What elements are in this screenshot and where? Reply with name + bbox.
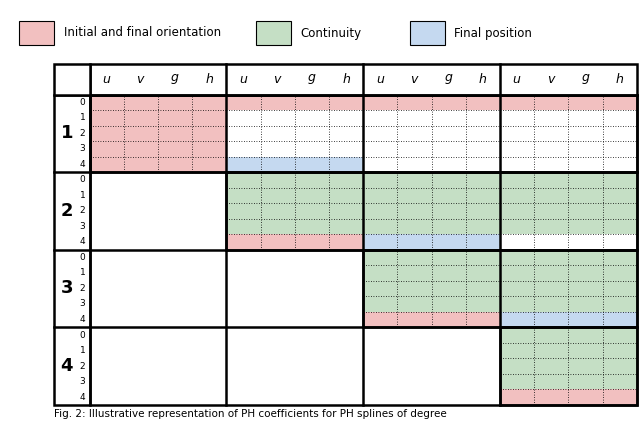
Bar <box>364 250 637 327</box>
Bar <box>90 95 637 405</box>
Text: Fig. 2: Illustrative representation of PH coefficients for PH splines of degree: Fig. 2: Illustrative representation of P… <box>54 409 447 419</box>
Text: $\mathit{h}$: $\mathit{h}$ <box>615 72 624 86</box>
Bar <box>500 327 637 389</box>
Bar <box>227 234 364 250</box>
Text: Final position: Final position <box>454 26 532 40</box>
Bar <box>364 250 500 312</box>
Bar <box>227 95 364 110</box>
Text: 0: 0 <box>79 253 85 262</box>
Text: 4: 4 <box>80 238 85 246</box>
Text: 3: 3 <box>79 377 85 386</box>
Text: $\mathit{v}$: $\mathit{v}$ <box>273 73 282 86</box>
Bar <box>54 64 90 405</box>
Bar <box>227 157 364 172</box>
Text: $\mathit{v}$: $\mathit{v}$ <box>410 73 419 86</box>
Text: 0: 0 <box>79 98 85 107</box>
Text: 2: 2 <box>80 362 85 370</box>
Bar <box>500 312 637 327</box>
Bar <box>364 234 500 250</box>
Text: $\mathit{u}$: $\mathit{u}$ <box>376 73 385 86</box>
Bar <box>90 95 227 110</box>
Bar <box>500 172 637 234</box>
Bar <box>90 110 227 172</box>
Bar <box>256 21 291 45</box>
Text: $\mathit{u}$: $\mathit{u}$ <box>102 73 111 86</box>
Text: 0: 0 <box>79 176 85 184</box>
Text: $\mathit{h}$: $\mathit{h}$ <box>205 72 214 86</box>
Bar <box>227 172 364 234</box>
Text: 4: 4 <box>80 315 85 324</box>
Bar <box>364 95 500 110</box>
Text: 4: 4 <box>80 392 85 402</box>
Text: 1: 1 <box>79 114 85 122</box>
Bar <box>500 250 637 312</box>
Text: $\mathit{g}$: $\mathit{g}$ <box>307 72 317 86</box>
Text: 1: 1 <box>79 268 85 278</box>
Text: 2: 2 <box>60 202 73 220</box>
Bar <box>364 172 500 234</box>
Text: Initial and final orientation: Initial and final orientation <box>64 26 221 40</box>
Bar <box>500 95 637 110</box>
Bar <box>19 21 54 45</box>
Text: 0: 0 <box>79 330 85 340</box>
Bar <box>54 64 90 95</box>
Bar <box>54 95 90 405</box>
Text: $\mathit{h}$: $\mathit{h}$ <box>478 72 488 86</box>
Text: $\mathit{g}$: $\mathit{g}$ <box>170 72 180 86</box>
Bar <box>500 327 637 405</box>
Text: 2: 2 <box>80 206 85 216</box>
Bar <box>410 21 445 45</box>
Text: 1: 1 <box>79 346 85 355</box>
Text: 1: 1 <box>60 125 73 143</box>
Text: 4: 4 <box>80 160 85 169</box>
Text: Continuity: Continuity <box>301 26 362 40</box>
Text: $\mathit{v}$: $\mathit{v}$ <box>547 73 556 86</box>
Text: 3: 3 <box>79 144 85 154</box>
Text: $\mathit{u}$: $\mathit{u}$ <box>239 73 248 86</box>
Text: 3: 3 <box>60 279 73 297</box>
Text: $\mathit{u}$: $\mathit{u}$ <box>513 73 522 86</box>
Bar <box>90 95 637 172</box>
Text: $\mathit{v}$: $\mathit{v}$ <box>136 73 146 86</box>
Text: 3: 3 <box>79 222 85 231</box>
Bar <box>500 389 637 405</box>
Bar <box>90 64 637 95</box>
Text: 3: 3 <box>79 300 85 308</box>
Text: 2: 2 <box>80 284 85 293</box>
Bar <box>364 312 500 327</box>
Text: 4: 4 <box>60 357 73 375</box>
Text: $\mathit{g}$: $\mathit{g}$ <box>580 72 590 86</box>
Text: 2: 2 <box>80 129 85 138</box>
Text: 1: 1 <box>79 191 85 200</box>
Text: $\mathit{g}$: $\mathit{g}$ <box>444 72 453 86</box>
Text: $\mathit{h}$: $\mathit{h}$ <box>342 72 351 86</box>
Bar <box>90 95 637 405</box>
Bar <box>227 172 637 250</box>
